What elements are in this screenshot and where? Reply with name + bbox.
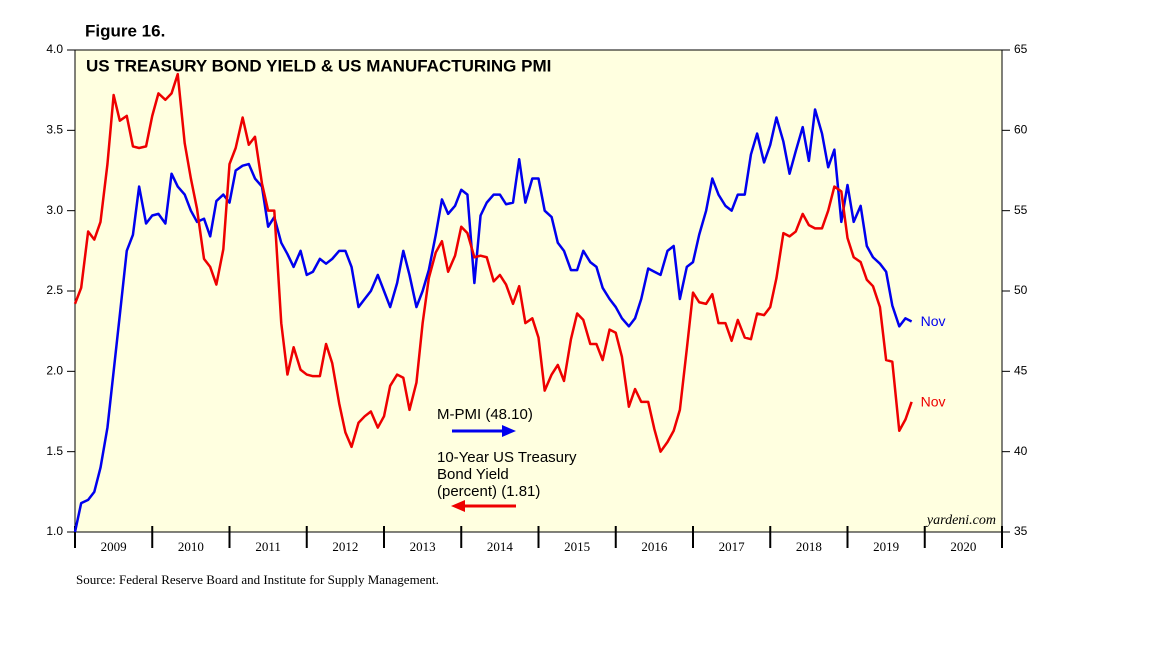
end-label: Nov	[921, 313, 946, 329]
y-tick-label: 4.0	[46, 42, 63, 56]
y2-tick-label: 35	[1014, 524, 1028, 538]
legend-arrow-head	[502, 425, 516, 437]
series-line	[73, 72, 913, 453]
x-tick-label: 2014	[487, 539, 514, 554]
x-tick-label: 2019	[873, 539, 899, 554]
y-tick-label: 1.5	[46, 444, 63, 458]
x-tick-label: 2013	[410, 539, 436, 554]
y2-tick-label: 40	[1014, 444, 1028, 458]
y-tick-label: 2.5	[46, 283, 63, 297]
watermark: yardeni.com	[925, 513, 996, 528]
x-tick-label: 2017	[719, 539, 746, 554]
x-tick-label: 2009	[101, 539, 127, 554]
y2-tick-label: 65	[1014, 42, 1028, 56]
x-tick-label: 2012	[332, 539, 358, 554]
y2-tick-label: 50	[1014, 283, 1028, 297]
source-note: Source: Federal Reserve Board and Instit…	[76, 572, 439, 587]
legend-label: 10-Year US Treasury	[437, 449, 577, 466]
y2-tick-label: 55	[1014, 203, 1028, 217]
legend-label: Bond Yield	[437, 466, 509, 483]
y-tick-label: 3.5	[46, 123, 63, 137]
x-tick-label: 2018	[796, 539, 822, 554]
plot-area	[74, 49, 1003, 533]
x-tick-label: 2011	[255, 539, 281, 554]
figure-label: Figure 16.	[85, 21, 165, 40]
x-tick-label: 2016	[641, 539, 668, 554]
legend-arrows	[451, 425, 516, 512]
y2-tick-label: 45	[1014, 364, 1028, 378]
legend-label: M-PMI (48.10)	[437, 406, 533, 423]
end-label: Nov	[921, 394, 946, 410]
y2-tick-label: 60	[1014, 123, 1028, 137]
x-tick-label: 2020	[950, 539, 976, 554]
series-line	[73, 108, 913, 533]
y-tick-label: 3.0	[46, 203, 63, 217]
legend-label: (percent) (1.81)	[437, 483, 540, 500]
x-tick-label: 2010	[178, 539, 204, 554]
y-tick-label: 1.0	[46, 524, 63, 538]
y-tick-label: 2.0	[46, 364, 63, 378]
chart-title: US TREASURY BOND YIELD & US MANUFACTURIN…	[86, 56, 551, 75]
x-tick-label: 2015	[564, 539, 590, 554]
legend-arrow-head	[451, 500, 465, 512]
